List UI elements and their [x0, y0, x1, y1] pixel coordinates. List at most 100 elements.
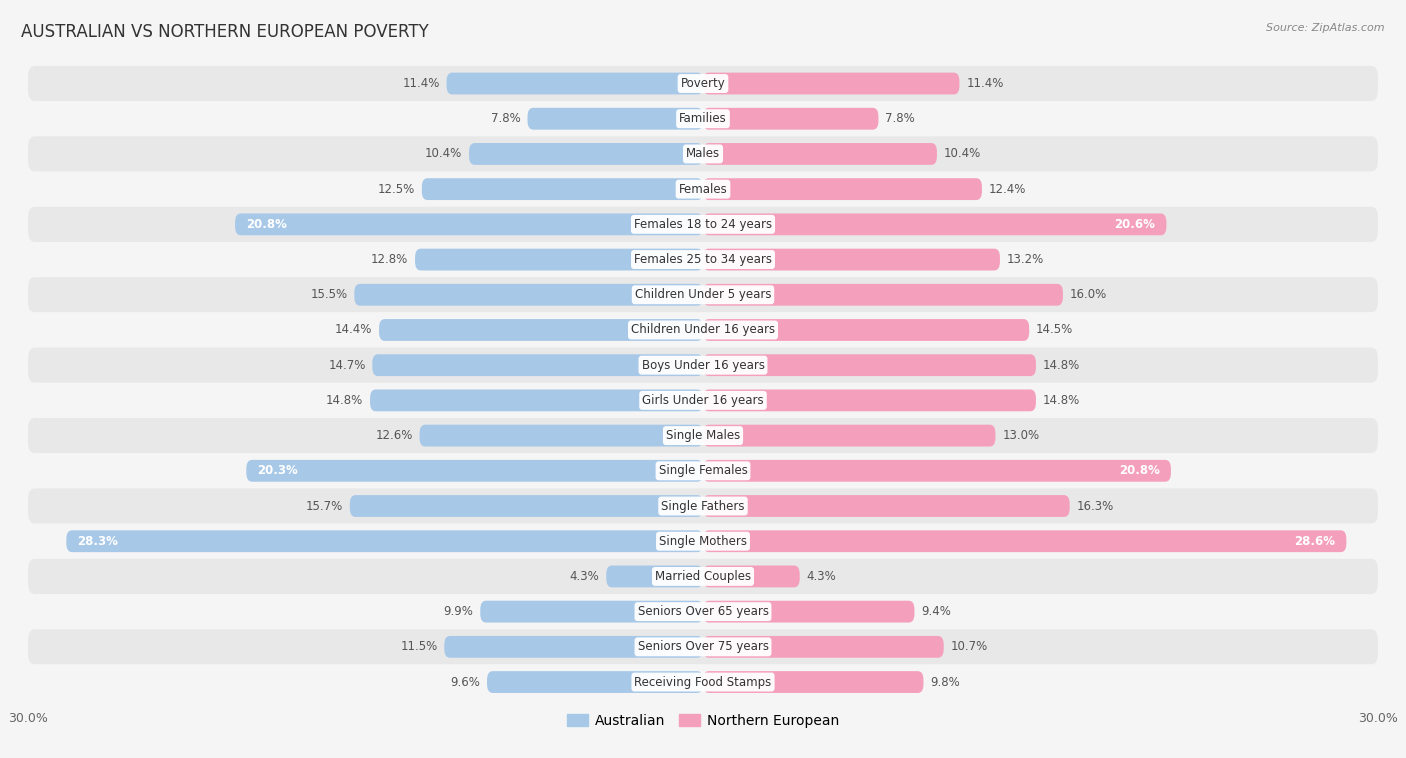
FancyBboxPatch shape — [703, 636, 943, 658]
Legend: Australian, Northern European: Australian, Northern European — [561, 708, 845, 734]
FancyBboxPatch shape — [703, 214, 1167, 235]
FancyBboxPatch shape — [28, 101, 1378, 136]
FancyBboxPatch shape — [28, 418, 1378, 453]
FancyBboxPatch shape — [527, 108, 703, 130]
Text: 28.6%: 28.6% — [1294, 534, 1336, 548]
FancyBboxPatch shape — [28, 524, 1378, 559]
FancyBboxPatch shape — [235, 214, 703, 235]
Text: 14.7%: 14.7% — [328, 359, 366, 371]
Text: 20.8%: 20.8% — [246, 218, 287, 231]
FancyBboxPatch shape — [28, 277, 1378, 312]
FancyBboxPatch shape — [703, 390, 1036, 412]
FancyBboxPatch shape — [444, 636, 703, 658]
FancyBboxPatch shape — [28, 136, 1378, 171]
FancyBboxPatch shape — [28, 66, 1378, 101]
FancyBboxPatch shape — [380, 319, 703, 341]
FancyBboxPatch shape — [350, 495, 703, 517]
Text: Poverty: Poverty — [681, 77, 725, 90]
Text: 7.8%: 7.8% — [491, 112, 520, 125]
Text: 4.3%: 4.3% — [569, 570, 599, 583]
Text: Families: Families — [679, 112, 727, 125]
Text: 10.7%: 10.7% — [950, 641, 987, 653]
FancyBboxPatch shape — [703, 424, 995, 446]
Text: Children Under 16 years: Children Under 16 years — [631, 324, 775, 337]
FancyBboxPatch shape — [28, 348, 1378, 383]
FancyBboxPatch shape — [703, 531, 1347, 552]
Text: 12.8%: 12.8% — [371, 253, 408, 266]
Text: Single Males: Single Males — [666, 429, 740, 442]
Text: Seniors Over 75 years: Seniors Over 75 years — [637, 641, 769, 653]
Text: 14.5%: 14.5% — [1036, 324, 1073, 337]
Text: 14.8%: 14.8% — [326, 394, 363, 407]
FancyBboxPatch shape — [415, 249, 703, 271]
Text: 11.5%: 11.5% — [401, 641, 437, 653]
Text: 9.9%: 9.9% — [444, 605, 474, 618]
Text: 4.3%: 4.3% — [807, 570, 837, 583]
Text: 14.8%: 14.8% — [1043, 359, 1080, 371]
Text: 12.6%: 12.6% — [375, 429, 413, 442]
FancyBboxPatch shape — [28, 312, 1378, 348]
FancyBboxPatch shape — [606, 565, 703, 587]
FancyBboxPatch shape — [703, 249, 1000, 271]
Text: Females 25 to 34 years: Females 25 to 34 years — [634, 253, 772, 266]
FancyBboxPatch shape — [28, 594, 1378, 629]
Text: Seniors Over 65 years: Seniors Over 65 years — [637, 605, 769, 618]
Text: Females: Females — [679, 183, 727, 196]
Text: Single Fathers: Single Fathers — [661, 500, 745, 512]
Text: 14.8%: 14.8% — [1043, 394, 1080, 407]
FancyBboxPatch shape — [703, 354, 1036, 376]
Text: 11.4%: 11.4% — [966, 77, 1004, 90]
Text: Girls Under 16 years: Girls Under 16 years — [643, 394, 763, 407]
FancyBboxPatch shape — [370, 390, 703, 412]
FancyBboxPatch shape — [703, 565, 800, 587]
Text: Married Couples: Married Couples — [655, 570, 751, 583]
FancyBboxPatch shape — [28, 207, 1378, 242]
FancyBboxPatch shape — [28, 488, 1378, 524]
FancyBboxPatch shape — [470, 143, 703, 164]
Text: 20.6%: 20.6% — [1115, 218, 1156, 231]
Text: AUSTRALIAN VS NORTHERN EUROPEAN POVERTY: AUSTRALIAN VS NORTHERN EUROPEAN POVERTY — [21, 23, 429, 41]
Text: Source: ZipAtlas.com: Source: ZipAtlas.com — [1267, 23, 1385, 33]
FancyBboxPatch shape — [703, 319, 1029, 341]
Text: Receiving Food Stamps: Receiving Food Stamps — [634, 675, 772, 688]
Text: 11.4%: 11.4% — [402, 77, 440, 90]
Text: 12.4%: 12.4% — [988, 183, 1026, 196]
FancyBboxPatch shape — [486, 671, 703, 693]
Text: 15.5%: 15.5% — [311, 288, 347, 301]
FancyBboxPatch shape — [703, 460, 1171, 482]
FancyBboxPatch shape — [354, 283, 703, 305]
Text: 9.8%: 9.8% — [931, 675, 960, 688]
FancyBboxPatch shape — [373, 354, 703, 376]
FancyBboxPatch shape — [28, 665, 1378, 700]
FancyBboxPatch shape — [28, 629, 1378, 665]
FancyBboxPatch shape — [28, 242, 1378, 277]
Text: 12.5%: 12.5% — [378, 183, 415, 196]
FancyBboxPatch shape — [703, 283, 1063, 305]
Text: 28.3%: 28.3% — [77, 534, 118, 548]
Text: Single Females: Single Females — [658, 465, 748, 478]
FancyBboxPatch shape — [28, 383, 1378, 418]
FancyBboxPatch shape — [703, 73, 959, 95]
FancyBboxPatch shape — [419, 424, 703, 446]
FancyBboxPatch shape — [703, 178, 981, 200]
Text: Boys Under 16 years: Boys Under 16 years — [641, 359, 765, 371]
FancyBboxPatch shape — [66, 531, 703, 552]
Text: Males: Males — [686, 148, 720, 161]
Text: 9.4%: 9.4% — [921, 605, 950, 618]
Text: 15.7%: 15.7% — [307, 500, 343, 512]
Text: 20.3%: 20.3% — [257, 465, 298, 478]
Text: Single Mothers: Single Mothers — [659, 534, 747, 548]
Text: Children Under 5 years: Children Under 5 years — [634, 288, 772, 301]
Text: 20.8%: 20.8% — [1119, 465, 1160, 478]
Text: 13.0%: 13.0% — [1002, 429, 1039, 442]
Text: 10.4%: 10.4% — [425, 148, 463, 161]
FancyBboxPatch shape — [28, 453, 1378, 488]
Text: 13.2%: 13.2% — [1007, 253, 1043, 266]
FancyBboxPatch shape — [28, 171, 1378, 207]
Text: 9.6%: 9.6% — [450, 675, 481, 688]
Text: Females 18 to 24 years: Females 18 to 24 years — [634, 218, 772, 231]
FancyBboxPatch shape — [422, 178, 703, 200]
Text: 7.8%: 7.8% — [886, 112, 915, 125]
FancyBboxPatch shape — [703, 143, 936, 164]
FancyBboxPatch shape — [28, 559, 1378, 594]
